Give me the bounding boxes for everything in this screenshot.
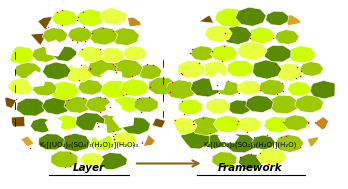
Text: Layer: Layer [73,163,105,173]
Text: Framework: Framework [218,163,283,173]
Text: K₂[(UO₂)₂(SO₄)₃(H₂O)₂](H₂O)₃: K₂[(UO₂)₂(SO₄)₃(H₂O)₂](H₂O)₃ [39,142,138,148]
Text: K₂[(UO₂)₂(SO₄)₃(H₂O)](H₂O): K₂[(UO₂)₂(SO₄)₃(H₂O)](H₂O) [204,142,297,148]
